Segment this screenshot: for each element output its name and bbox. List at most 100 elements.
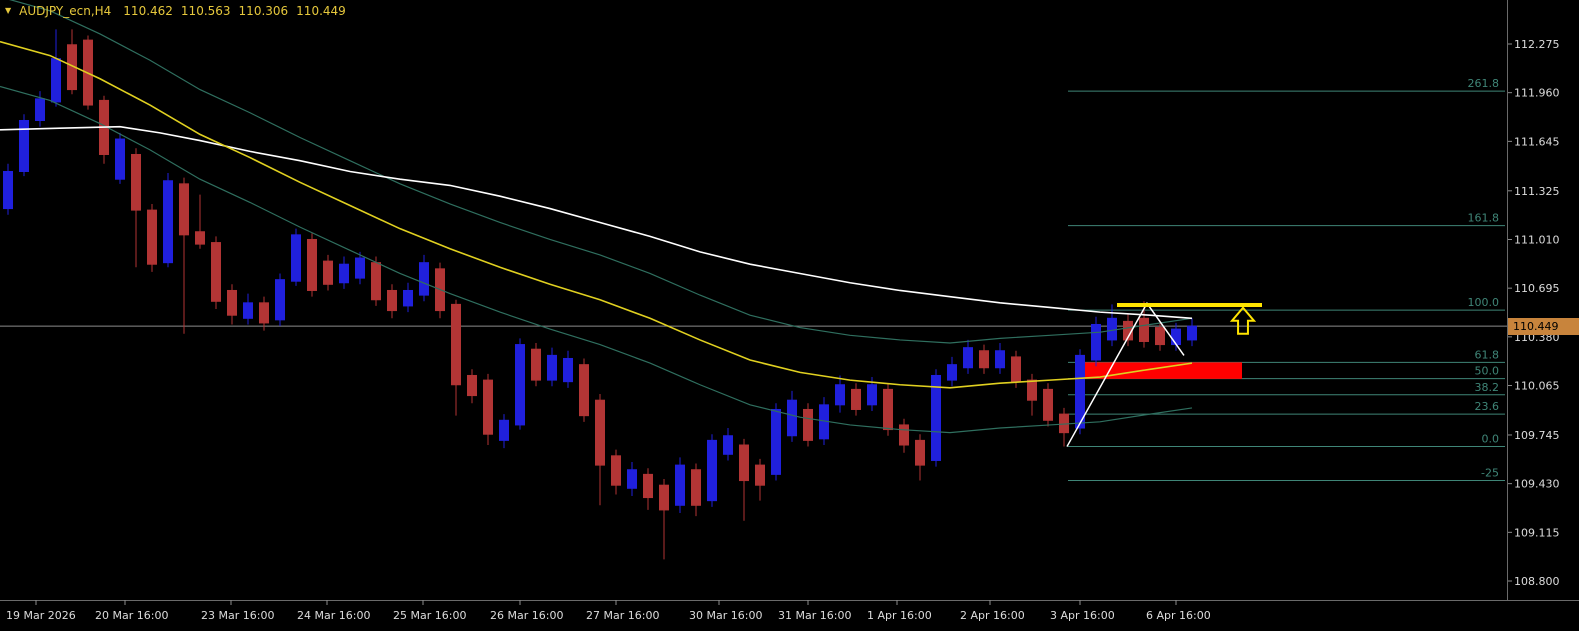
price-tick-label: 111.960 [1514,87,1560,100]
candle-body [1043,388,1053,421]
time-tick-label: 3 Apr 16:00 [1050,609,1115,622]
time-tick-label: 25 Mar 16:00 [393,609,466,622]
fib-label: 261.8 [1468,77,1500,90]
candle-body [531,348,541,381]
fib-label: 0.0 [1482,433,1500,446]
fib-label: 61.8 [1475,348,1500,361]
time-tick-label: 27 Mar 16:00 [586,609,659,622]
time-tick-label: 30 Mar 16:00 [689,609,762,622]
candle-body [211,242,221,302]
candle-body [275,279,285,321]
candle-body [707,439,717,502]
quote-low: 110.306 [238,4,289,18]
quote-open: 110.462 [123,4,173,18]
upper-envelope-line [9,0,1193,344]
candle-body [611,455,621,486]
candle-body [451,303,461,386]
candle-body [371,262,381,301]
candle-body [19,119,29,172]
fib-label: 50.0 [1475,365,1500,378]
time-axis[interactable]: 19 Mar 2026 20 Mar 16:00 23 Mar 16:00 24 Ma… [6,600,1211,622]
candle-body [851,388,861,410]
candle-body [307,238,317,291]
candle-body [1075,354,1085,429]
candle-body [563,357,573,383]
candle-body [323,260,333,285]
candle-body [163,180,173,264]
price-tick-label: 108.800 [1514,575,1560,588]
time-tick-label: 1 Apr 16:00 [867,609,932,622]
candle-body [643,473,653,499]
quote-close: 110.449 [296,4,346,18]
candle-body [547,354,557,381]
candle-body [1171,328,1181,346]
candle-body [1155,327,1165,346]
candle-body [755,464,765,486]
candle-body [3,170,13,210]
candle-body [595,399,605,466]
price-axis[interactable]: 112.275 111.960 111.645 111.325 111.010 110.6… [1508,38,1560,588]
candle-body [787,399,797,437]
candle-body [403,289,413,307]
time-tick-label: 31 Mar 16:00 [778,609,851,622]
candle-body [259,302,269,324]
candle-body [355,257,365,279]
candle-body [179,183,189,236]
quote-high: 110.563 [180,4,231,18]
time-tick-label: 24 Mar 16:00 [297,609,370,622]
symbol-marker-icon: ▼ [5,6,12,15]
candle-body [291,234,301,282]
current-price-tag: 110.449 [1508,318,1579,335]
candle-body [467,374,477,397]
white-ma-line [0,125,1193,320]
candle-body [1107,317,1117,341]
candle-body [115,138,125,180]
candle-body [515,344,525,426]
candle-body [1027,379,1037,401]
lower-envelope-line [0,85,1193,434]
candle-body [883,388,893,431]
time-tick-label: 2 Apr 16:00 [960,609,1025,622]
candle-body [915,439,925,466]
time-tick-label: 6 Apr 16:00 [1146,609,1211,622]
time-tick-label: 20 Mar 16:00 [95,609,168,622]
price-tick-label: 110.695 [1514,282,1560,295]
price-tick-label: 109.115 [1514,526,1560,539]
candle-body [227,289,237,316]
price-tick-label: 111.010 [1514,233,1560,246]
candle-body [1139,317,1149,342]
time-tick-label: 26 Mar 16:00 [490,609,563,622]
candle-body [659,484,669,511]
red-zone-rectangle[interactable] [1080,362,1242,379]
price-tick-label: 109.430 [1514,478,1560,491]
candle-body [723,435,733,455]
candle-body [147,209,157,265]
candle-body [579,364,589,417]
candle-body [195,231,205,245]
candle-body [35,98,45,121]
candle-body [627,469,637,489]
time-tick-label: 19 Mar 2026 [6,609,76,622]
fib-label: 23.6 [1475,400,1500,413]
up-arrow-icon[interactable] [1229,306,1257,335]
candle-body [483,379,493,435]
fib-label: 38.2 [1475,381,1500,394]
candle-body [771,408,781,475]
candle-body [995,350,1005,369]
fibonacci-levels[interactable]: 261.8 161.8 100.0 61.8 50.0 38.2 23.6 0.0 -25 [1068,77,1505,482]
price-tick-label: 111.645 [1514,135,1560,148]
chart-header: ▼ AUDJPY_ecn,H4 110.462 110.563 110.306 … [5,4,346,18]
candle-body [739,444,749,482]
candle-body [499,419,509,441]
candle-body [1187,325,1197,341]
candle-body [51,58,61,103]
candle-body [419,262,429,296]
price-tick-label: 111.325 [1514,185,1560,198]
price-tick-label: 109.745 [1514,429,1560,442]
candle-body [1011,356,1021,383]
candle-body [835,384,845,406]
price-tick-label: 112.275 [1514,38,1560,51]
fib-label: -25 [1481,467,1499,480]
candle-body [131,153,141,211]
